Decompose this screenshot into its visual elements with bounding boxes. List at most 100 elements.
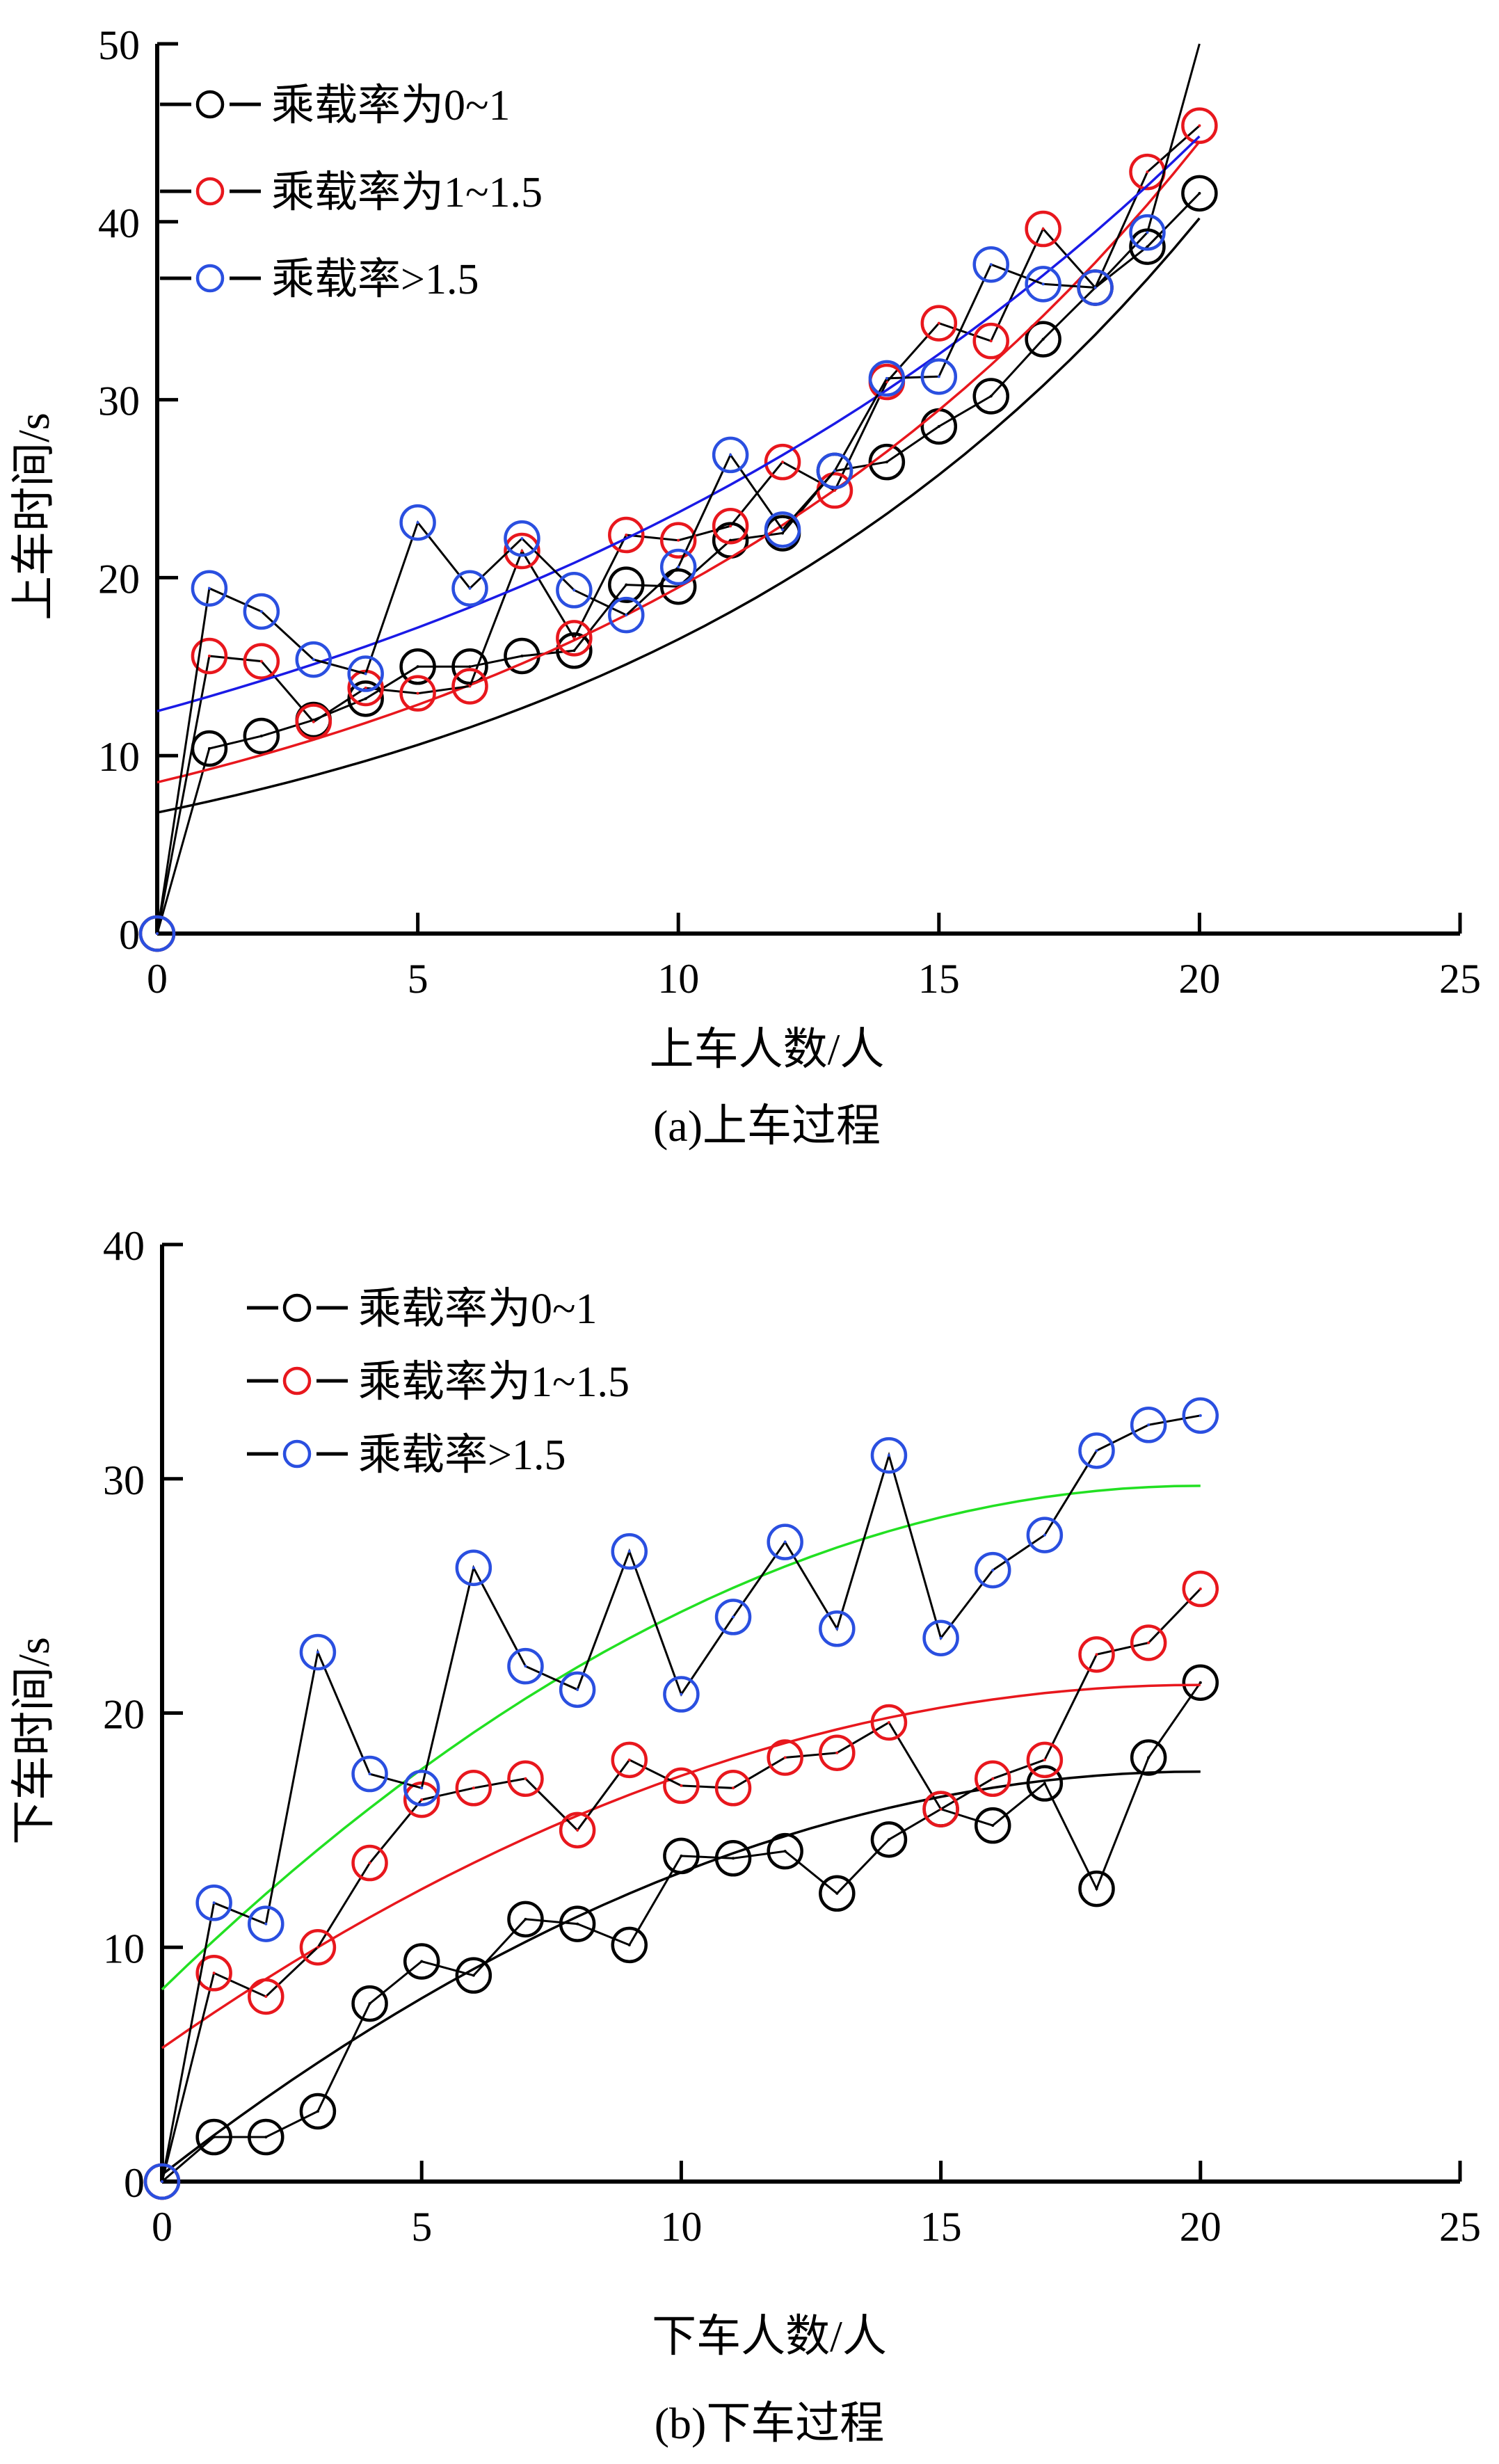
data-point-center: [368, 1773, 371, 1776]
data-point: [659, 548, 697, 586]
series-2: [138, 43, 1201, 952]
data-point-center: [991, 1777, 995, 1780]
data-point: [347, 655, 384, 692]
data-point: [974, 1551, 1011, 1589]
data-point: [399, 675, 436, 712]
x-axis-title: 下车人数/人: [652, 2312, 887, 2361]
data-point-center: [1041, 337, 1045, 341]
data-point-center: [1041, 227, 1045, 231]
y-tick-label: 40: [103, 1223, 145, 1269]
data-point-center: [1199, 1587, 1202, 1591]
legend-marker-icon: [282, 1293, 312, 1322]
data-point: [1026, 1765, 1064, 1802]
data-point-center: [887, 1454, 890, 1457]
data-point-center: [1146, 245, 1149, 248]
data-point-center: [156, 932, 159, 935]
x-tick-label: 10: [657, 956, 699, 1002]
data-point-center: [312, 658, 315, 662]
y-tick-label: 0: [124, 2160, 145, 2206]
data-point-center: [991, 1824, 995, 1827]
data-point-center: [364, 672, 367, 675]
data-point-center: [207, 654, 211, 657]
legend-item: 乘载率>1.5: [247, 1432, 566, 1479]
data-point-center: [572, 649, 576, 653]
x-tick-label: 25: [1439, 956, 1481, 1002]
data-point-center: [468, 586, 472, 590]
data-point: [608, 566, 645, 603]
data-point: [819, 1734, 856, 1771]
data-point-center: [364, 686, 367, 689]
x-axis-title: 上车人数/人: [650, 1025, 885, 1074]
data-point-center: [212, 2136, 216, 2139]
chart-boarding: 0 5 10 15 20 25 0 10 20 30 40 50 上车人数/人 上车时间/s (a)上车过程…: [9, 22, 1481, 1151]
data-point-center: [627, 1758, 631, 1761]
data-point: [920, 358, 958, 395]
data-point: [295, 641, 332, 678]
data-point-center: [1095, 1449, 1098, 1453]
data-point: [767, 1739, 803, 1776]
legend-marker-icon: [282, 1439, 312, 1469]
data-point: [1026, 1741, 1064, 1779]
data-point: [351, 1755, 388, 1793]
data-point: [559, 1905, 596, 1942]
legend-marker-icon: [195, 177, 225, 206]
data-point: [403, 1781, 440, 1818]
data-point: [972, 246, 1009, 283]
legend-label: 乘载率为1~1.5: [271, 169, 543, 216]
data-point: [455, 1957, 492, 1994]
data-point-center: [887, 1838, 890, 1841]
data-point-center: [1095, 1653, 1098, 1656]
data-point: [556, 632, 593, 669]
data-point: [507, 1647, 544, 1685]
data-point-center: [259, 610, 263, 614]
data-point: [663, 1767, 700, 1805]
data-point: [191, 570, 228, 607]
data-point: [1182, 1570, 1219, 1608]
data-point: [559, 1671, 596, 1709]
data-point-center: [627, 1943, 631, 1946]
data-point-center: [1043, 1533, 1046, 1537]
data-point-center: [520, 537, 524, 541]
data-point-center: [937, 424, 940, 428]
y-tick-label: 20: [103, 1692, 145, 1738]
data-point-center: [781, 531, 785, 535]
data-point: [764, 511, 801, 548]
data-point: [1130, 1624, 1167, 1661]
data-point: [611, 1926, 648, 1964]
chart-alighting: 0 5 10 15 20 25 0 10 20 30 40 下车人数/人 下车时间/s (b)下车过程 乘载…: [9, 1223, 1481, 2448]
data-point-center: [1199, 1681, 1202, 1684]
data-point: [972, 322, 1009, 360]
series-1: [138, 107, 1218, 952]
data-point: [1025, 321, 1061, 358]
data-point-center: [212, 1901, 216, 1905]
data-point: [299, 2093, 337, 2130]
data-point: [191, 637, 228, 675]
data-point: [1078, 1870, 1115, 1907]
data-point-center: [416, 665, 419, 669]
data-point-center: [312, 720, 315, 723]
data-point-center: [729, 538, 732, 542]
data-point: [504, 532, 540, 570]
data-point: [712, 507, 749, 545]
legend-item: 乘载率为1~1.5: [160, 169, 543, 216]
data-point: [1077, 269, 1114, 306]
y-tick-label: 10: [98, 734, 140, 780]
fit-curve: [157, 141, 1201, 784]
data-point-center: [416, 521, 419, 525]
data-point-center: [207, 746, 211, 750]
data-point: [608, 516, 645, 554]
data-point-center: [259, 659, 263, 663]
data-point: [868, 443, 906, 481]
data-point-center: [625, 583, 628, 586]
fit-curve: [161, 1683, 1201, 2049]
data-point-center: [468, 665, 472, 669]
data-point-center: [1147, 1641, 1151, 1645]
data-point-center: [729, 525, 732, 528]
data-point-center: [572, 589, 576, 592]
data-point-center: [1095, 1887, 1098, 1891]
data-point: [764, 443, 801, 481]
data-point-center: [161, 2180, 163, 2183]
data-point-center: [939, 1807, 943, 1811]
x-tick-label: 0: [147, 956, 168, 1002]
